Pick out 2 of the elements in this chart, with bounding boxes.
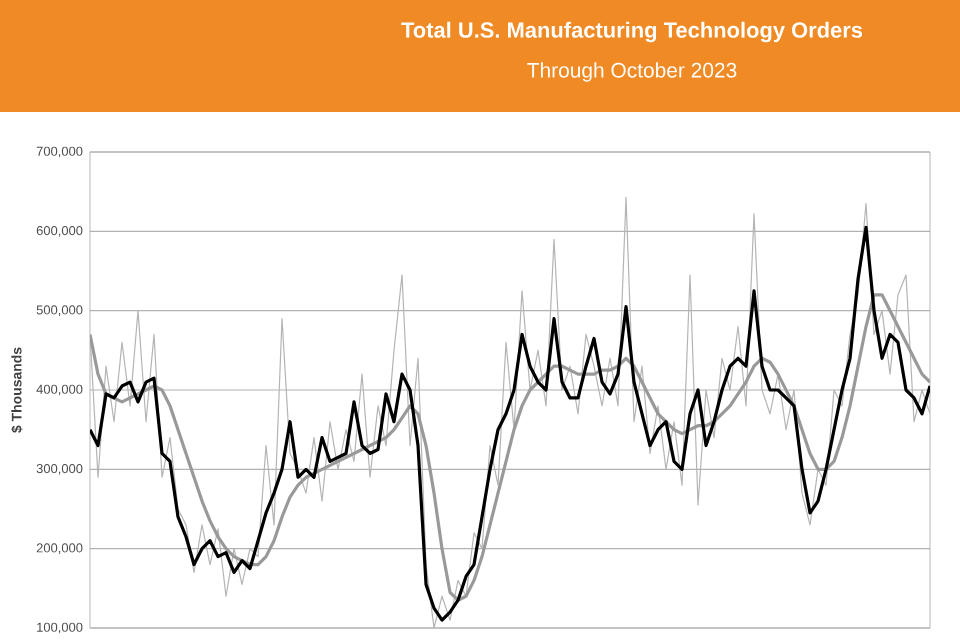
chart-subtitle: Through October 2023 bbox=[527, 62, 737, 82]
chart-title: Total U.S. Manufacturing Technology Orders bbox=[401, 21, 863, 43]
